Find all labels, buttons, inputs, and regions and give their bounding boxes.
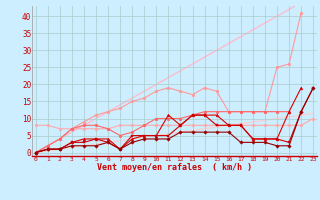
X-axis label: Vent moyen/en rafales  ( km/h ): Vent moyen/en rafales ( km/h ): [97, 163, 252, 172]
